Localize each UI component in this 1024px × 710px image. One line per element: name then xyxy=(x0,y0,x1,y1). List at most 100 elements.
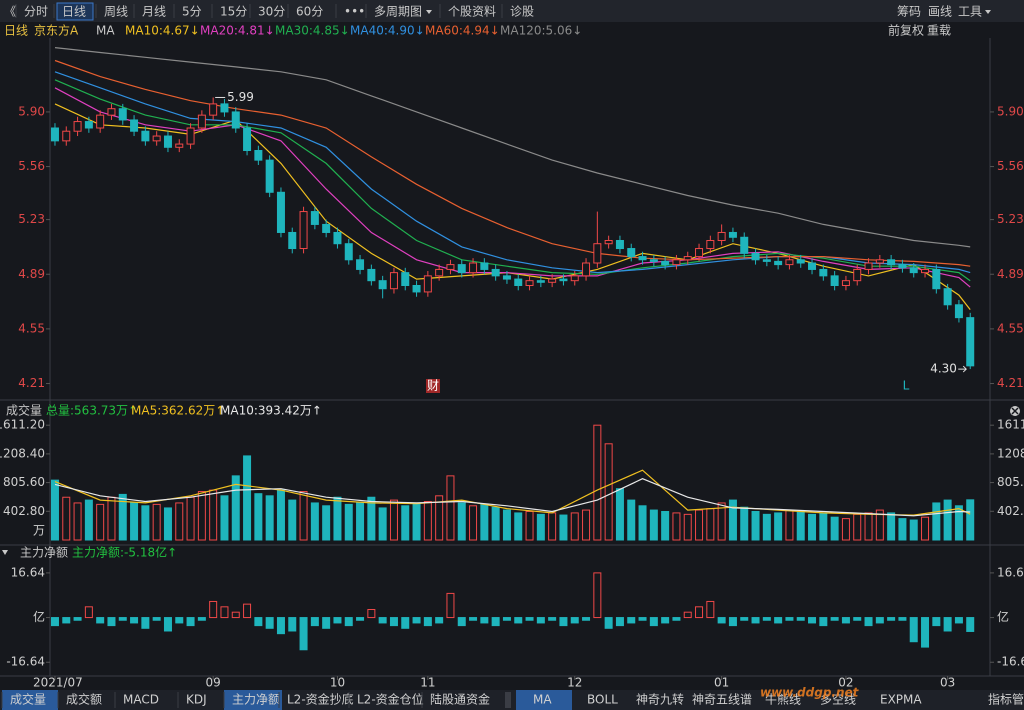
toolbar-button[interactable]: 筹码 xyxy=(897,5,921,19)
ma-line xyxy=(54,103,971,310)
legend-item: MA20:4.81↓ xyxy=(200,24,275,38)
money-flow-bar xyxy=(921,617,930,648)
money-flow-bar xyxy=(333,617,342,624)
toolbar-button[interactable]: 15分 xyxy=(220,5,247,19)
candle-body xyxy=(638,256,647,261)
volume-bar xyxy=(819,512,828,541)
volume-bar xyxy=(356,502,365,541)
volume-bar xyxy=(627,499,636,541)
y-tick-label: 4.89 xyxy=(18,267,45,281)
candle-body xyxy=(84,121,93,129)
finance-marker[interactable]: 财 xyxy=(427,379,439,393)
y-tick-label-right: 4.89 xyxy=(997,267,1024,281)
money-flow-bar xyxy=(774,617,783,624)
bottom-tab[interactable]: MA xyxy=(533,693,552,707)
legend-item: MA30:4.85↓ xyxy=(275,24,350,38)
toolbar-button[interactable]: ••• xyxy=(344,5,365,19)
toolbar-button[interactable]: 周线 xyxy=(104,5,128,19)
indicator-name: MA xyxy=(96,24,115,38)
bottom-tab[interactable]: 陆股通资金 xyxy=(430,692,490,707)
volume-bar xyxy=(774,512,783,541)
toolbar-button[interactable]: 《 xyxy=(4,5,16,19)
volume-bar xyxy=(796,510,805,541)
y-tick-label-right: 4.55 xyxy=(997,321,1024,335)
toolbar-button[interactable]: 多周期图 xyxy=(374,5,422,19)
volume-bar xyxy=(864,512,873,541)
volume-bar xyxy=(344,503,353,541)
bottom-tab[interactable]: 牛熊线 xyxy=(765,692,801,707)
bottom-tab[interactable]: 成交量 xyxy=(10,692,46,707)
volume-bar xyxy=(638,505,647,541)
money-flow-bar xyxy=(288,617,297,632)
y-tick-label: 5.23 xyxy=(18,212,45,226)
money-flow-bar xyxy=(932,617,941,627)
candle-body xyxy=(514,278,523,287)
candle-body xyxy=(966,317,975,367)
option-button[interactable]: 重载 xyxy=(927,24,951,38)
money-flow-bar xyxy=(898,617,907,621)
money-flow-bar xyxy=(604,617,613,629)
volume-bar xyxy=(186,496,195,541)
candle-body xyxy=(356,259,365,270)
money-flow-bar xyxy=(785,617,794,621)
candle-body xyxy=(830,275,839,287)
toolbar-button[interactable]: 5分 xyxy=(182,5,202,19)
bottom-tab[interactable]: 主力净额 xyxy=(232,693,280,707)
x-tick-label: 03 xyxy=(940,676,955,690)
bottom-tab[interactable]: L2-资金仓位 xyxy=(357,692,424,707)
bottom-tab[interactable]: KDJ xyxy=(186,693,207,707)
bottom-tab[interactable]: BOLL xyxy=(587,693,618,707)
candle-body xyxy=(570,275,579,282)
tab-scroll-separator xyxy=(505,692,511,708)
bottom-tab[interactable]: 多空线 xyxy=(820,693,856,707)
toolbar-button[interactable]: 30分 xyxy=(258,5,285,19)
money-flow-bar xyxy=(909,617,918,643)
volume-bar xyxy=(525,510,534,541)
toolbar-button[interactable]: 画线 xyxy=(928,5,952,19)
toolbar-button[interactable]: 诊股 xyxy=(510,5,534,19)
bottom-tab[interactable]: L2-资金抄底 xyxy=(287,692,354,707)
bottom-tab[interactable]: 成交额 xyxy=(66,692,102,707)
money-flow-bar xyxy=(197,617,206,621)
money-flow-bar xyxy=(638,617,647,621)
active-tab-bg[interactable] xyxy=(516,690,572,710)
legend-item: MA10:4.67↓ xyxy=(125,24,200,38)
bottom-tab[interactable]: MACD xyxy=(123,693,159,707)
y-tick-label-right: -16.64 xyxy=(997,655,1024,669)
candle-body xyxy=(706,240,715,250)
collapse-icon[interactable] xyxy=(2,550,8,555)
volume-bar xyxy=(898,518,907,541)
toolbar-button[interactable]: 分时 xyxy=(24,5,48,19)
y-tick-label: 402.80 xyxy=(3,504,45,518)
money-flow-bar xyxy=(728,617,737,627)
toolbar-button[interactable]: 工具 xyxy=(958,5,982,19)
candle-body xyxy=(310,211,319,225)
bottom-tab[interactable]: EXPMA xyxy=(880,693,922,707)
min-marker-arrow xyxy=(958,365,967,373)
money-flow-bar xyxy=(163,617,172,632)
option-button[interactable]: 前复权 xyxy=(888,23,924,38)
active-tab-bg[interactable] xyxy=(2,690,58,710)
finance-marker-box[interactable] xyxy=(426,379,440,393)
money-flow-bar xyxy=(401,617,410,629)
bottom-tab[interactable]: 神奇九转 xyxy=(636,692,684,707)
money-flow-bar xyxy=(344,617,353,627)
candle-body xyxy=(559,278,568,282)
toolbar-button[interactable]: 60分 xyxy=(296,5,323,19)
toolbar-button[interactable]: 日线 xyxy=(62,5,86,19)
active-tab-bg[interactable] xyxy=(224,690,282,710)
volume-bar xyxy=(276,489,285,541)
active-tab-box[interactable] xyxy=(56,2,94,21)
bottom-tab[interactable]: 神奇五线谱 xyxy=(692,693,752,707)
bottom-tab[interactable]: 指标管 xyxy=(988,692,1024,707)
money-flow-bar xyxy=(830,617,839,621)
candle-body xyxy=(751,252,760,261)
volume-bar xyxy=(130,502,139,541)
toolbar-button[interactable]: 个股资料 xyxy=(448,5,496,19)
toolbar-button[interactable]: 月线 xyxy=(142,5,166,19)
money-flow-bar xyxy=(615,617,624,627)
money-flow-bar xyxy=(966,617,975,632)
legend-item: MA10:393.42万↑ xyxy=(220,404,322,418)
candle-body xyxy=(130,119,139,132)
candle-body xyxy=(118,108,127,121)
